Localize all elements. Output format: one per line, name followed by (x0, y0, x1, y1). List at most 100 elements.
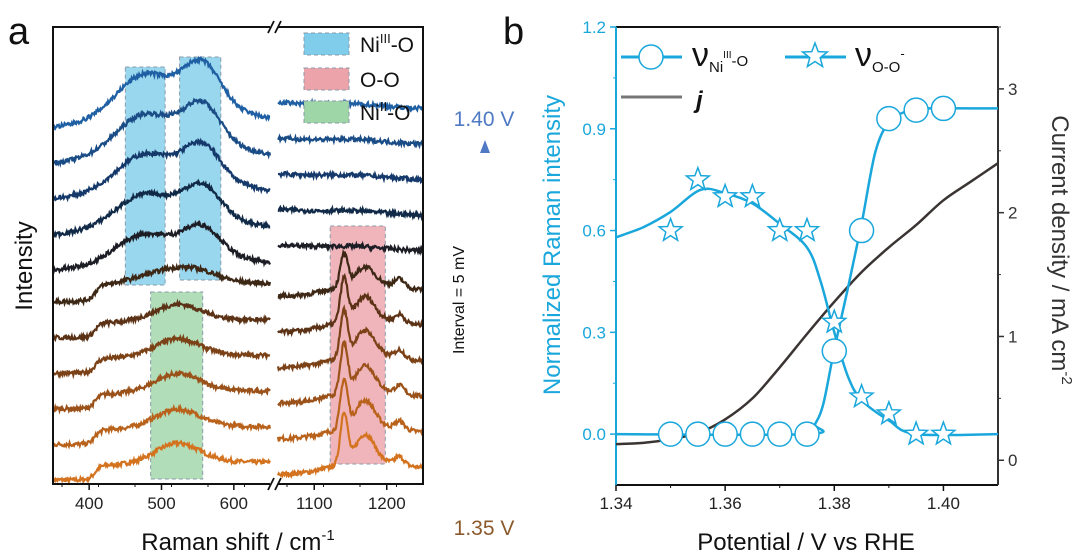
ni-o-data-point (821, 338, 848, 364)
x-tick-label: 1.34 (599, 494, 632, 513)
ni-o-data-point (794, 421, 820, 447)
legend-label-ni-o: νNiIII-O (692, 36, 748, 76)
y-left-tick-label: 0.3 (582, 323, 606, 342)
x-tick-label: 1100 (296, 494, 333, 513)
o-o-data-point (657, 216, 685, 243)
axis-frame-right-segment (278, 26, 424, 485)
legend-swatch-niiii-o (303, 32, 350, 56)
x-tick-label: 1.36 (709, 494, 742, 513)
x-tick-label: 1.38 (818, 494, 851, 513)
legend-label-o-o: O-O (360, 69, 400, 92)
spectrum-line-1.380V (51, 219, 271, 275)
y-right-tick-label: 1 (1008, 327, 1017, 346)
y-left-tick-label: 1.2 (582, 18, 606, 37)
ni-o-data-point (848, 217, 875, 244)
spectrum-line-1.370V (51, 298, 271, 343)
y-right-tick-label: 2 (1008, 204, 1017, 223)
annotation-bottom-potential: 1.35 V (454, 517, 515, 540)
legend-label-o-o-minus: νO-O- (855, 36, 905, 76)
spectrum-line-1.385V (51, 178, 271, 240)
panel-b-left-axis-title: Normalized Raman intensity (539, 95, 566, 395)
o-o-data-point (875, 399, 903, 426)
spectrum-line-1.380V (277, 240, 424, 257)
ni-o-data-point (930, 95, 957, 122)
panel-a-legend: NiIII-O O-O NiII-O (303, 31, 414, 125)
arrow-head-icon (480, 140, 490, 153)
o-o-data-point (929, 419, 957, 446)
panel-label-b: b (503, 11, 524, 53)
panel-b-x-axis-title: Potential / V vs RHE (697, 529, 914, 556)
ni-o-data-point (903, 97, 929, 123)
x-tick-label: 600 (220, 494, 248, 513)
spectrum-line-1.370V (277, 272, 424, 338)
panel-label-a: a (8, 11, 30, 53)
o-o-data-point (848, 382, 876, 409)
legend-swatch-niii-o (303, 100, 350, 124)
o-o-data-point (820, 308, 848, 334)
ni-o-data-point (657, 421, 684, 447)
panel-a-y-axis-title: Intensity (11, 221, 38, 310)
legend-swatch-o-o (303, 67, 350, 91)
axis-break-icon (267, 20, 282, 34)
spectrum-line-1.375V (52, 262, 272, 308)
annotation-top-potential: 1.40 V (454, 108, 515, 131)
o-o-data-point (684, 165, 712, 192)
x-tick-label: 500 (147, 494, 175, 513)
spectra (51, 55, 425, 486)
spectrum-line-1.350V (276, 411, 424, 480)
y-left-tick-label: 0.9 (582, 120, 606, 139)
spectrum-line-1.395V (52, 97, 272, 168)
ni-o-data-point (876, 105, 902, 132)
spectrum-line-1.355V (276, 377, 424, 444)
legend-label-niii-o: NiII-O (360, 99, 410, 125)
legend-star-marker-icon (800, 40, 830, 69)
spectrum-line-1.390V (278, 169, 425, 186)
legend-label-j: j (693, 87, 704, 114)
spectrum-line-1.400V (277, 97, 425, 113)
ni-o-fit-line (615, 106, 999, 437)
ni-o-data-point (739, 421, 766, 447)
x-tick-label: 400 (75, 494, 103, 513)
y-right-tick-label: 0 (1008, 451, 1017, 470)
spectrum-line-1.350V (51, 439, 271, 486)
ni-o-data-point (766, 421, 793, 447)
x-tick-label: 1200 (368, 494, 406, 513)
highlight-region (150, 291, 204, 480)
ni-o-data-point (685, 421, 711, 447)
panel-b-legend: νNiIII-O νO-O- j (621, 36, 905, 114)
y-right-tick-label: 3 (1008, 80, 1017, 99)
spectrum-line-1.385V (277, 204, 425, 222)
panel-b-series (615, 95, 999, 447)
o-o-data-point (711, 182, 739, 209)
panel-b-potential-dependence: 1.34 1.36 1.38 1.40 0.0 0.3 0.6 0.9 1.2 0 1 2 3 νNiI… (539, 18, 1073, 556)
spectrum-line-1.375V (277, 248, 424, 301)
panel-a-raman-spectra: 400 500 600 1100 1200 NiIII-O O-O NiII-O Int… (11, 20, 515, 556)
spectrum-line-1.395V (277, 133, 425, 150)
o-o-data-point (902, 419, 930, 446)
spectrum-line-1.355V (52, 403, 272, 450)
o-o-data-point (793, 216, 821, 243)
o-o-data-point (766, 216, 794, 243)
panel-b-right-axis-title: Current density / mA cm-2 (1046, 115, 1073, 384)
panel-a-x-axis-title: Raman shift / cm-1 (141, 527, 334, 556)
y-left-tick-label: 0.0 (582, 425, 606, 444)
y-left-tick-label: 0.6 (582, 222, 606, 241)
ni-o-data-point (712, 421, 738, 447)
spectrum-line-1.365V (276, 304, 424, 373)
spectrum-line-1.360V (277, 339, 424, 408)
spectrum-line-1.390V (51, 137, 271, 203)
spectrum-line-1.360V (52, 369, 271, 415)
highlight-region (124, 66, 166, 286)
x-tick-label: 1.40 (927, 494, 960, 513)
o-o-data-point (738, 182, 766, 209)
axis-break-icon (267, 477, 282, 491)
legend-circle-marker-icon (638, 44, 664, 70)
annotation-interval: Interval = 5 mV (451, 246, 468, 354)
legend-label-niiii-o: NiIII-O (360, 31, 414, 57)
spectrum-line-1.365V (52, 333, 271, 380)
current-density-line (615, 162, 999, 446)
panel-b-axes: 1.34 1.36 1.38 1.40 0.0 0.3 0.6 0.9 1.2 0 1 2 3 (582, 18, 1017, 513)
spectrum-line-1.400V (52, 55, 271, 131)
highlight-region (179, 56, 222, 281)
